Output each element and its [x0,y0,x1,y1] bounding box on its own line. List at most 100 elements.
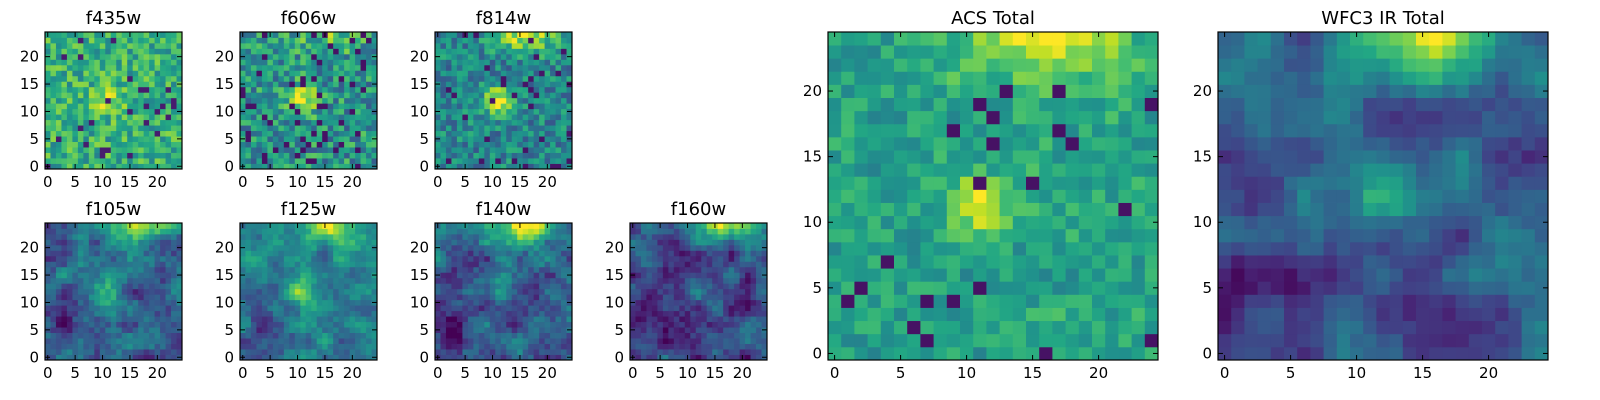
heatmap-cell [366,244,372,251]
heatmap-cell [355,244,361,251]
heatmap-cell [250,114,257,121]
heatmap-cell [366,316,372,323]
heatmap-cell [745,305,751,312]
heatmap-cell [555,272,562,279]
heatmap-cell [467,305,474,312]
heatmap-cell [467,288,474,295]
heatmap-cell [127,299,134,306]
heatmap-cell [160,233,166,240]
heatmap-cell [960,228,974,243]
heatmap-cell [105,239,112,246]
heatmap-cell [143,136,150,142]
heatmap-cell [110,233,117,240]
heatmap-cell [495,158,502,164]
heatmap-cell [160,255,166,262]
heatmap-cell [495,70,502,77]
heatmap-cell [165,239,172,246]
heatmap-cell [478,228,485,235]
heatmap-cell [77,158,84,164]
heatmap-cell [283,255,290,262]
heatmap-cell [550,130,556,137]
heatmap-cell [1012,294,1027,308]
heatmap-cell [338,163,345,170]
heatmap-cell [165,327,172,333]
heatmap-cell [99,75,106,82]
heatmap-cell [673,332,680,339]
heatmap-cell [544,283,551,290]
heatmap-cell [495,349,502,355]
heatmap-cell [522,108,529,115]
heatmap-cell [371,239,378,246]
heatmap-cell [132,92,139,99]
heatmap-cell [1144,307,1159,322]
heatmap-cell [110,59,117,66]
y-tick-label: 15 [215,266,234,284]
heatmap-cell [522,338,529,344]
heatmap-cell [640,338,647,344]
heatmap-cell [728,255,735,262]
heatmap-cell [171,310,177,317]
heatmap-cell [327,261,334,268]
heatmap-cell [77,136,84,142]
heatmap-cell [673,354,680,361]
heatmap-cell [495,108,502,115]
heatmap-cell [550,59,556,66]
heatmap-cell [250,349,257,355]
heatmap-cell [88,228,95,235]
heatmap-cell [550,327,556,333]
heatmap-cell [495,141,502,148]
heatmap-cell [355,119,361,126]
heatmap-cell [256,283,263,290]
heatmap-cell [116,86,123,93]
heatmap-cell [712,305,719,312]
heatmap-cell [371,316,378,323]
heatmap-cell [333,354,340,361]
heatmap-cell [723,272,730,279]
heatmap-cell [366,48,372,55]
heatmap-cell [88,147,95,153]
heatmap-cell [61,97,68,104]
heatmap-cell [456,305,463,312]
heatmap-cell [706,316,713,323]
heatmap-cell [171,70,177,77]
heatmap-cell [1118,281,1132,295]
heatmap-cell [283,64,290,71]
heatmap-cell [528,343,535,350]
heatmap-cell [278,310,285,317]
heatmap-cell [50,97,57,104]
heatmap-cell [867,189,882,203]
heatmap-cell [77,283,84,290]
heatmap-cell [338,103,345,110]
heatmap-cell [344,119,350,126]
heatmap-cell [160,272,166,279]
heatmap-cell [462,81,469,88]
heatmap-cell [105,108,112,115]
heatmap-cell [630,266,636,273]
heatmap-cell [327,321,334,328]
heatmap-cell [344,277,350,284]
heatmap-cell [750,239,757,246]
heatmap-cell [566,42,573,49]
heatmap-cell [894,215,908,230]
heatmap-cell [566,59,573,66]
heatmap-cell [338,70,345,77]
heatmap-cell [283,272,290,279]
heatmap-cell [533,81,540,88]
heatmap-cell [105,338,112,344]
heatmap-cell [154,97,161,104]
heatmap-cell [717,261,724,268]
y-tick-label: 0 [29,348,39,366]
heatmap-cell [94,125,101,132]
heatmap-cell [294,316,301,323]
heatmap-cell [550,86,556,93]
heatmap-cell [495,32,502,38]
heatmap-cell [668,316,675,323]
heatmap-cell [500,147,507,153]
heatmap-cell [171,316,177,323]
heatmap-cell [960,281,974,295]
heatmap-cell [473,125,480,132]
heatmap-cell [143,294,150,301]
heatmap-cell [1118,202,1132,217]
heatmap-cell [66,119,73,126]
heatmap-cell [99,239,106,246]
